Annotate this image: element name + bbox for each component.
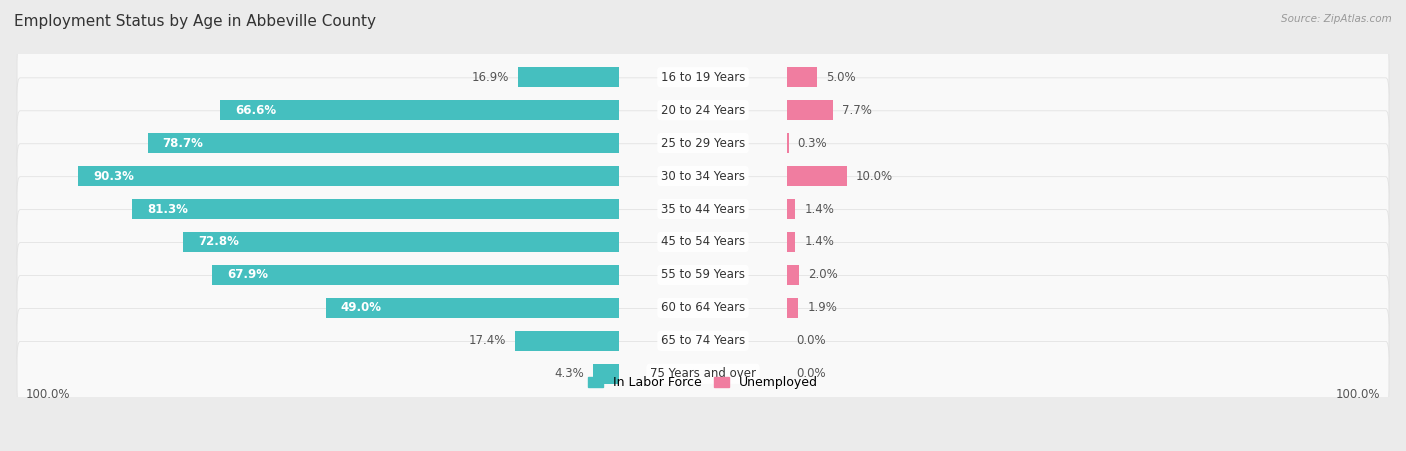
FancyBboxPatch shape: [17, 45, 1389, 110]
Text: 5.0%: 5.0%: [825, 71, 855, 84]
Text: 78.7%: 78.7%: [163, 137, 204, 150]
Text: 60 to 64 Years: 60 to 64 Years: [661, 301, 745, 314]
Bar: [515, 331, 619, 351]
Text: 66.6%: 66.6%: [235, 104, 276, 117]
Legend: In Labor Force, Unemployed: In Labor Force, Unemployed: [583, 371, 823, 394]
Bar: [787, 199, 796, 219]
Text: 49.0%: 49.0%: [340, 301, 381, 314]
Bar: [787, 265, 799, 285]
Text: 0.3%: 0.3%: [797, 137, 827, 150]
Bar: [517, 67, 619, 87]
FancyBboxPatch shape: [17, 243, 1389, 307]
FancyBboxPatch shape: [17, 308, 1389, 373]
Text: 4.3%: 4.3%: [554, 367, 585, 380]
Text: 7.7%: 7.7%: [842, 104, 872, 117]
Bar: [212, 265, 619, 285]
Bar: [787, 67, 817, 87]
Text: 81.3%: 81.3%: [148, 202, 188, 216]
FancyBboxPatch shape: [17, 177, 1389, 241]
Text: 1.4%: 1.4%: [804, 235, 834, 249]
Bar: [787, 298, 799, 318]
Bar: [593, 364, 619, 384]
Bar: [326, 298, 619, 318]
Text: 65 to 74 Years: 65 to 74 Years: [661, 334, 745, 347]
Bar: [148, 133, 619, 153]
Text: 72.8%: 72.8%: [198, 235, 239, 249]
Text: 45 to 54 Years: 45 to 54 Years: [661, 235, 745, 249]
Text: 16.9%: 16.9%: [471, 71, 509, 84]
Bar: [221, 100, 619, 120]
FancyBboxPatch shape: [17, 144, 1389, 208]
Text: 30 to 34 Years: 30 to 34 Years: [661, 170, 745, 183]
Text: Source: ZipAtlas.com: Source: ZipAtlas.com: [1281, 14, 1392, 23]
FancyBboxPatch shape: [17, 111, 1389, 175]
Bar: [787, 100, 832, 120]
FancyBboxPatch shape: [17, 341, 1389, 406]
Text: 20 to 24 Years: 20 to 24 Years: [661, 104, 745, 117]
Bar: [79, 166, 619, 186]
Text: Employment Status by Age in Abbeville County: Employment Status by Age in Abbeville Co…: [14, 14, 375, 28]
Text: 67.9%: 67.9%: [228, 268, 269, 281]
Text: 100.0%: 100.0%: [1336, 388, 1379, 401]
Text: 100.0%: 100.0%: [27, 388, 70, 401]
Text: 55 to 59 Years: 55 to 59 Years: [661, 268, 745, 281]
Text: 90.3%: 90.3%: [93, 170, 134, 183]
Text: 16 to 19 Years: 16 to 19 Years: [661, 71, 745, 84]
Text: 75 Years and over: 75 Years and over: [650, 367, 756, 380]
Text: 1.4%: 1.4%: [804, 202, 834, 216]
Text: 17.4%: 17.4%: [468, 334, 506, 347]
FancyBboxPatch shape: [17, 210, 1389, 274]
Text: 2.0%: 2.0%: [808, 268, 838, 281]
FancyBboxPatch shape: [17, 276, 1389, 340]
Text: 1.9%: 1.9%: [807, 301, 837, 314]
Bar: [787, 232, 796, 252]
Bar: [787, 133, 789, 153]
Bar: [183, 232, 619, 252]
Text: 10.0%: 10.0%: [856, 170, 893, 183]
Text: 0.0%: 0.0%: [796, 334, 825, 347]
Bar: [787, 166, 846, 186]
Text: 25 to 29 Years: 25 to 29 Years: [661, 137, 745, 150]
FancyBboxPatch shape: [17, 78, 1389, 143]
Bar: [132, 199, 619, 219]
Text: 35 to 44 Years: 35 to 44 Years: [661, 202, 745, 216]
Text: 0.0%: 0.0%: [796, 367, 825, 380]
